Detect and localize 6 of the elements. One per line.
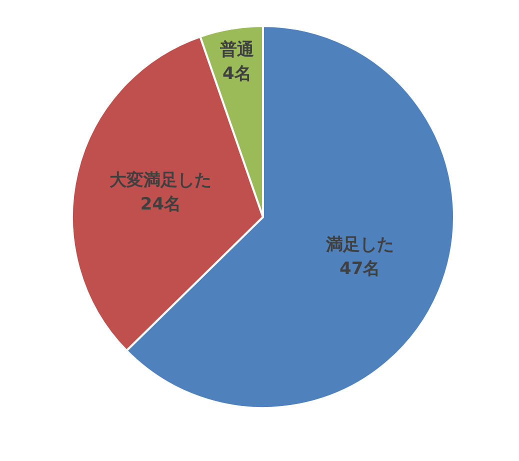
slice-label: 普通 [218, 38, 254, 60]
slice-label: 満足した [324, 235, 394, 256]
slice-label: 大変満足した [110, 170, 212, 190]
data-label: 47名 [340, 259, 380, 280]
data-label: 4名 [222, 64, 252, 84]
data-label: 24名 [140, 194, 182, 214]
